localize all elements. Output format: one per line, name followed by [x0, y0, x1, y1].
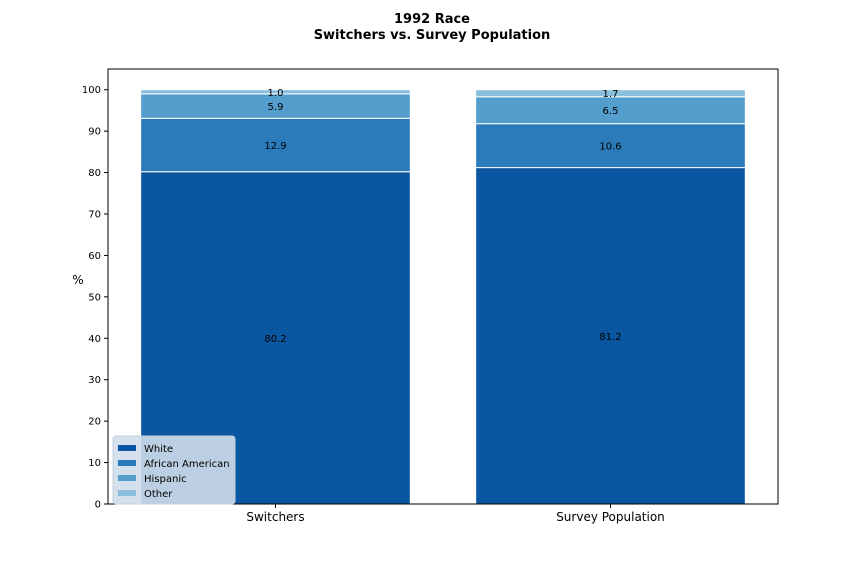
bar-segment-2-1: [475, 96, 746, 125]
x-tick-label-1: Survey Population: [556, 510, 665, 524]
bar-segment-3-0: [140, 89, 411, 95]
y-axis-label: %: [72, 273, 83, 287]
data-label-1-1: 10.6: [599, 142, 621, 153]
y-tick-label-9: 90: [88, 127, 101, 138]
x-tick-label-0: Switchers: [246, 510, 304, 524]
y-tick-label-0: 0: [95, 500, 101, 511]
legend-label-2: Hispanic: [144, 474, 187, 485]
y-tick-label-10: 100: [82, 85, 101, 96]
legend: White African American Hispanic Other: [112, 435, 236, 505]
legend-label-1: African American: [144, 459, 230, 470]
legend-label-0: White: [144, 444, 173, 455]
legend-swatch-2: [118, 475, 136, 481]
data-label-0-1: 81.2: [599, 332, 621, 343]
legend-label-3: Other: [144, 489, 173, 500]
chart-subtitle: Switchers vs. Survey Population: [314, 28, 551, 43]
bar-segment-3-1: [475, 89, 746, 98]
axes-frame: [107, 68, 779, 505]
data-label-3-0: 1.0: [268, 88, 284, 99]
legend-box: [112, 435, 236, 505]
data-label-3-1: 1.7: [603, 89, 619, 100]
legend-swatch-3: [118, 490, 136, 496]
bar-segment-1-1: [475, 123, 746, 169]
y-tick-label-8: 80: [88, 168, 101, 179]
y-tick-label-7: 70: [88, 210, 101, 221]
y-tick-label-3: 30: [88, 375, 101, 386]
data-label-0-0: 80.2: [264, 334, 286, 345]
data-label-1-0: 12.9: [264, 141, 286, 152]
y-tick-label-2: 20: [88, 417, 101, 428]
y-tick-label-5: 50: [88, 292, 101, 303]
data-label-2-0: 5.9: [268, 102, 284, 113]
y-tick-label-6: 60: [88, 251, 101, 262]
bar-segment-1-0: [140, 117, 411, 173]
legend-swatch-1: [118, 460, 136, 466]
bar-segment-2-0: [140, 93, 411, 119]
y-tick-label-1: 10: [88, 458, 101, 469]
data-label-2-1: 6.5: [603, 106, 619, 117]
y-tick-label-4: 40: [88, 334, 101, 345]
plot-area: 80.2 12.9 5.9 1.0 Switchers 81.2 10.6 6.5 1.7 Sur…: [82, 68, 779, 524]
chart-title: 1992 Race: [394, 12, 470, 27]
legend-swatch-0: [118, 445, 136, 451]
